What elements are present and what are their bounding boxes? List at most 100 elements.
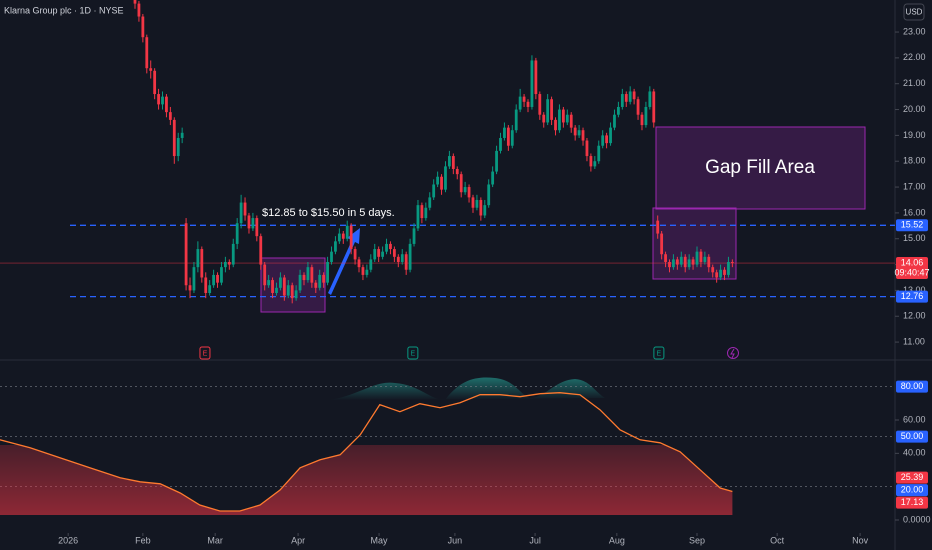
candle-body: [188, 285, 192, 291]
price-tag: [896, 290, 928, 303]
candle-body: [149, 68, 153, 71]
candle-body: [455, 168, 459, 175]
candle-body: [200, 249, 204, 278]
candle-body: [605, 135, 609, 144]
candle-body: [223, 261, 227, 268]
candle-body: [345, 225, 349, 239]
gap-fill-box: [655, 126, 866, 210]
y-tick-label: 16.00: [903, 207, 926, 217]
candle-body: [727, 261, 730, 275]
candle-body: [216, 274, 219, 283]
candle-body: [436, 176, 440, 185]
axis-tag-label: 80.00: [901, 381, 924, 391]
candle-body: [632, 91, 636, 100]
candle-body: [675, 259, 679, 265]
candle-body: [510, 130, 514, 146]
candle-body: [243, 202, 247, 216]
candle-body: [282, 277, 286, 296]
candle-body: [679, 256, 683, 265]
candle-body: [569, 114, 573, 128]
candle-body: [279, 277, 282, 288]
x-tick-label: 2026: [58, 535, 78, 545]
candle-body: [534, 60, 538, 95]
candle-body: [558, 109, 561, 131]
candle-body: [668, 261, 671, 268]
candle-body: [550, 99, 553, 120]
candle-body: [172, 119, 176, 157]
earnings-icon: [653, 346, 665, 360]
candle-body: [180, 132, 184, 138]
candle-body: [640, 114, 644, 126]
x-tick-label: Jul: [529, 535, 541, 545]
axis-tag: [896, 380, 928, 393]
candle-body: [428, 197, 432, 208]
candle-body: [699, 251, 703, 262]
earnings-icon: [407, 346, 419, 360]
candle-body: [664, 254, 667, 262]
candle-body: [475, 199, 479, 208]
candle-body: [660, 233, 664, 255]
candle-body: [483, 205, 487, 216]
candle-body: [271, 280, 274, 293]
candle-body: [357, 259, 361, 268]
candle-body: [593, 161, 597, 167]
candle-body: [463, 187, 467, 193]
candle-body: [322, 274, 326, 283]
candle-body: [275, 287, 278, 293]
candle-body: [487, 184, 491, 206]
price-tag: [896, 257, 928, 280]
candle-body: [491, 171, 495, 185]
candle-body: [703, 256, 707, 262]
candle-body: [318, 274, 322, 288]
candle-body: [691, 259, 695, 265]
candle-body: [451, 156, 455, 169]
candle-body: [609, 127, 612, 144]
candle-body: [687, 259, 691, 268]
oscillator-line: [0, 392, 733, 512]
candle-body: [247, 215, 251, 229]
candle-body: [330, 251, 333, 262]
candle-body: [546, 99, 550, 123]
oversold-area: [0, 445, 733, 515]
candle-body: [369, 259, 373, 270]
earnings-label: E: [203, 350, 208, 357]
candle-body: [577, 130, 581, 136]
candle-body: [730, 261, 734, 264]
x-tick-label: Apr: [291, 535, 305, 545]
candle-body: [251, 218, 255, 229]
y-tick-label: 0.0000: [903, 514, 931, 524]
candle-body: [263, 264, 267, 286]
candle-body: [227, 261, 231, 265]
candle-body: [208, 285, 212, 293]
candle-body: [165, 96, 168, 113]
candle-body: [613, 114, 616, 128]
x-tick-label: Feb: [135, 535, 151, 545]
candle-body: [385, 243, 388, 252]
axis-tag-label: 50.00: [901, 431, 924, 441]
candle-body: [334, 241, 337, 252]
candle-body: [530, 60, 534, 107]
candle-body: [286, 285, 290, 296]
x-tick-label: Aug: [609, 535, 625, 545]
y-tick-label: 11.00: [903, 336, 925, 346]
x-tick-label: Jun: [448, 535, 463, 545]
candle-body: [503, 127, 506, 138]
candle-body: [310, 267, 314, 283]
candle-body: [538, 94, 542, 115]
candle-body: [184, 223, 188, 286]
axis-tag: [896, 496, 928, 509]
candle-body: [400, 254, 404, 262]
annotation: $12.85 to $15.50 in 5 days.: [262, 207, 395, 219]
candle-body: [361, 267, 365, 275]
candle-body: [157, 94, 160, 105]
axis-tag: [896, 430, 928, 443]
candle-body: [137, 3, 141, 17]
candle-body: [145, 37, 149, 69]
candle-body: [617, 106, 620, 115]
x-tick-label: May: [371, 535, 389, 545]
candle-body: [565, 114, 569, 123]
consolidation-box: [260, 257, 326, 313]
currency-box: [903, 3, 925, 21]
candle-body: [636, 99, 640, 115]
